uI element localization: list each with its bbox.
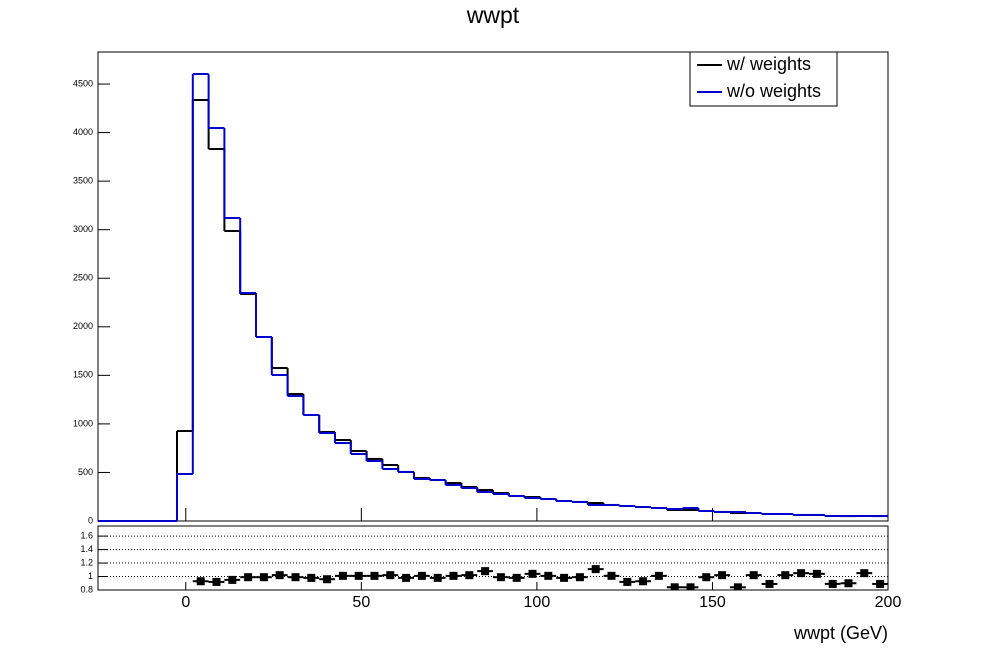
- ratio-marker: [765, 579, 774, 588]
- y-tick-label: 3000: [73, 224, 93, 234]
- y-tick-label: 2500: [73, 273, 93, 283]
- y-tick-label: 0: [88, 515, 93, 525]
- ratio-marker: [749, 571, 758, 580]
- x-axis-label: wwpt (GeV): [793, 623, 888, 643]
- ratio-marker: [386, 571, 395, 580]
- ratio-marker: [702, 573, 711, 582]
- ratio-marker: [323, 575, 332, 584]
- ratio-marker: [354, 571, 363, 580]
- ratio-marker: [433, 573, 442, 582]
- ratio-marker: [781, 571, 790, 580]
- chart-title: wwpt: [466, 2, 520, 28]
- ratio-marker: [465, 571, 474, 580]
- ratio-marker: [496, 573, 505, 582]
- ratio-marker: [449, 571, 458, 580]
- ratio-marker: [844, 579, 853, 588]
- main-frame: [97, 51, 889, 522]
- y-tick-label: 1.2: [80, 557, 93, 567]
- ratio-marker: [876, 579, 885, 588]
- ratio-marker: [591, 565, 600, 574]
- legend-box: [689, 51, 838, 107]
- ratio-marker: [196, 577, 205, 586]
- x-tick-label: 100: [524, 594, 551, 611]
- ratio-marker: [275, 571, 284, 580]
- ratio-marker: [338, 571, 347, 580]
- y-tick-label: 2000: [73, 321, 93, 331]
- ratio-marker: [812, 569, 821, 578]
- ratio-marker: [244, 573, 253, 582]
- ratio-marker: [560, 573, 569, 582]
- histogram-series-group: [98, 73, 888, 522]
- ratio-marker: [733, 583, 742, 590]
- ratio-marker: [654, 571, 663, 580]
- x-tick-label: 50: [352, 594, 370, 611]
- y-tick-label: 4000: [73, 127, 93, 137]
- y-tick-label: 0.8: [80, 584, 93, 594]
- ratio-marker: [686, 583, 695, 590]
- ratio-marker: [370, 571, 379, 580]
- ratio-marker: [228, 575, 237, 584]
- ratio-marker: [402, 573, 411, 582]
- ratio-marker: [718, 571, 727, 580]
- legend-label: w/ weights: [726, 54, 811, 74]
- ratio-marker: [623, 577, 632, 586]
- y-tick-label: 500: [78, 467, 93, 477]
- y-tick-label: 1500: [73, 370, 93, 380]
- ratio-marker: [670, 583, 679, 590]
- y-tick-label: 4500: [73, 78, 93, 88]
- ratio-marker: [512, 573, 521, 582]
- x-tick-label: 0: [181, 594, 190, 611]
- ratio-marker: [259, 573, 268, 582]
- y-tick-label: 3500: [73, 176, 93, 186]
- y-tick-label: 1: [88, 571, 93, 581]
- ratio-marker: [860, 569, 869, 578]
- ratio-marker: [417, 571, 426, 580]
- ratio-marker: [639, 577, 648, 586]
- ratio-marker: [307, 573, 316, 582]
- ratio-marker: [607, 571, 616, 580]
- ratio-marker: [291, 573, 300, 582]
- ratio-marker: [575, 573, 584, 582]
- x-tick-label: 200: [875, 594, 902, 611]
- legend-label: w/o weights: [726, 81, 821, 101]
- ratio-frame: [97, 525, 889, 591]
- ratio-marker: [828, 579, 837, 588]
- ratio-marker: [797, 569, 806, 578]
- ratio-marker: [544, 571, 553, 580]
- ratio-marker: [481, 567, 490, 576]
- x-tick-label: 150: [699, 594, 726, 611]
- ratio-marker: [528, 569, 537, 578]
- y-tick-label: 1000: [73, 418, 93, 428]
- ratio-points: [192, 565, 888, 590]
- ratio-marker: [212, 577, 221, 586]
- y-tick-label: 1.4: [80, 544, 93, 554]
- y-tick-label: 1.6: [80, 530, 93, 540]
